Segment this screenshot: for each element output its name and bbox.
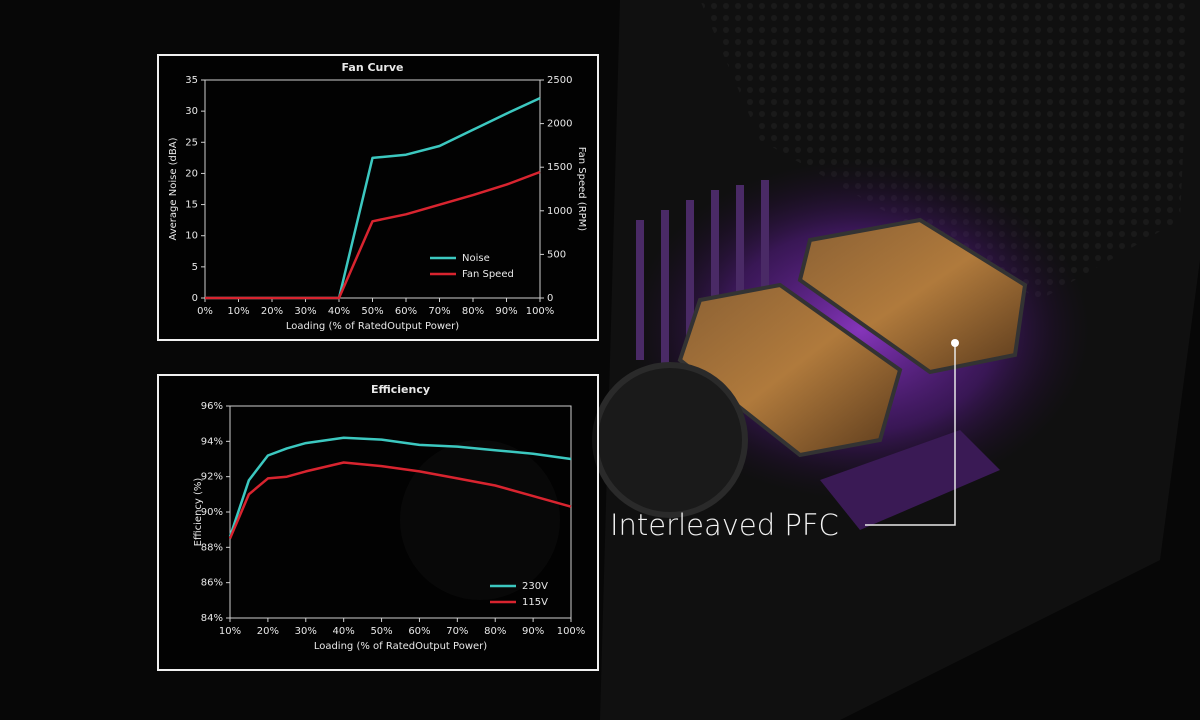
x-tick-label: 40% xyxy=(328,306,350,317)
x-tick-label: 30% xyxy=(295,626,317,637)
y-tick-label: 92% xyxy=(201,472,223,483)
legend-label: Noise xyxy=(462,253,490,264)
x-tick-label: 30% xyxy=(294,306,316,317)
legend-label: 115V xyxy=(522,597,548,608)
y2-tick-label: 1000 xyxy=(547,206,572,217)
x-tick-label: 100% xyxy=(526,306,555,317)
x-tick-label: 0% xyxy=(197,306,213,317)
y-axis-label: Efficiency (%) xyxy=(193,478,204,547)
x-tick-label: 90% xyxy=(495,306,517,317)
y-tick-label: 20 xyxy=(185,168,198,179)
series-line xyxy=(228,461,572,539)
chart-title: Efficiency xyxy=(371,383,430,396)
x-tick-label: 70% xyxy=(428,306,450,317)
callout-dot xyxy=(951,339,959,347)
y-tick-label: 10 xyxy=(185,231,198,242)
capacitor xyxy=(592,362,748,518)
y-tick-label: 5 xyxy=(192,262,198,273)
y-tick-label: 0 xyxy=(192,293,198,304)
x-tick-label: 80% xyxy=(462,306,484,317)
x-tick-label: 100% xyxy=(557,626,586,637)
y-tick-label: 86% xyxy=(201,578,223,589)
inductor xyxy=(677,282,903,458)
x-tick-label: 10% xyxy=(219,626,241,637)
y2-tick-label: 2000 xyxy=(547,119,572,130)
series-line xyxy=(228,436,572,538)
x-tick-label: 60% xyxy=(395,306,417,317)
y-tick-label: 15 xyxy=(185,200,198,211)
x-tick-label: 40% xyxy=(333,626,355,637)
y-tick-label: 90% xyxy=(201,507,223,518)
psu-mesh xyxy=(700,0,1190,300)
legend-label: Fan Speed xyxy=(462,269,514,280)
y-axis-label: Average Noise (dBA) xyxy=(168,137,179,240)
x-tick-label: 50% xyxy=(361,306,383,317)
x-axis-label: Loading (% of RatedOutput Power) xyxy=(286,321,459,332)
chart-panel xyxy=(157,374,599,671)
callout-line xyxy=(865,343,956,526)
x-tick-label: 60% xyxy=(408,626,430,637)
chart-title: Fan Curve xyxy=(342,61,404,74)
series-line xyxy=(205,170,541,300)
x-tick-label: 70% xyxy=(446,626,468,637)
y-tick-label: 35 xyxy=(185,75,198,86)
inductor xyxy=(797,217,1028,375)
y-tick-label: 30 xyxy=(185,106,198,117)
legend-label: 230V xyxy=(522,581,548,592)
x-axis-label: Loading (% of RatedOutput Power) xyxy=(314,641,487,652)
y-tick-label: 94% xyxy=(201,436,223,447)
x-tick-label: 80% xyxy=(484,626,506,637)
chart-panel xyxy=(157,54,599,341)
callout-text: Interleaved PFC xyxy=(610,508,839,542)
x-tick-label: 10% xyxy=(227,306,249,317)
y-tick-label: 88% xyxy=(201,542,223,553)
y-tick-label: 96% xyxy=(201,401,223,412)
y2-tick-label: 500 xyxy=(547,249,566,260)
y2-tick-label: 0 xyxy=(547,293,553,304)
y2-tick-label: 2500 xyxy=(547,75,572,86)
x-tick-label: 90% xyxy=(522,626,544,637)
y-tick-label: 25 xyxy=(185,137,198,148)
y-tick-label: 84% xyxy=(201,613,223,624)
x-tick-label: 20% xyxy=(261,306,283,317)
purple-glow xyxy=(630,160,1090,500)
x-tick-label: 50% xyxy=(370,626,392,637)
y2-axis-label: Fan Speed (RPM) xyxy=(576,147,587,232)
y2-tick-label: 1500 xyxy=(547,162,572,173)
x-tick-label: 20% xyxy=(257,626,279,637)
